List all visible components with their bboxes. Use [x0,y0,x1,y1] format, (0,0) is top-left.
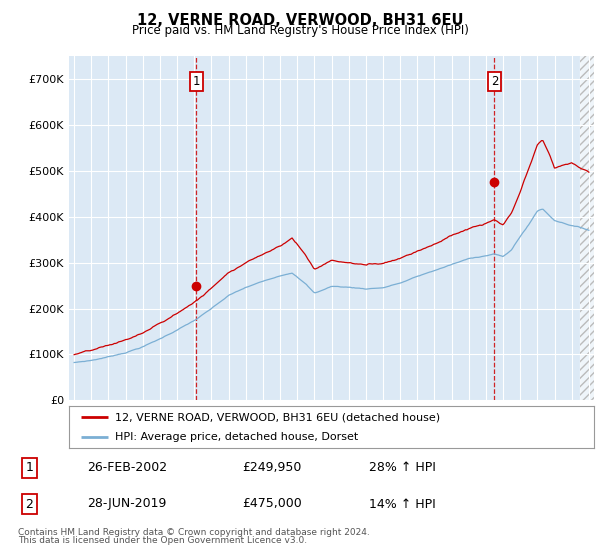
Bar [580,56,594,400]
Text: HPI: Average price, detached house, Dorset: HPI: Average price, detached house, Dors… [115,432,358,442]
Text: 2: 2 [491,74,498,88]
Text: £475,000: £475,000 [242,497,302,511]
Text: This data is licensed under the Open Government Licence v3.0.: This data is licensed under the Open Gov… [18,536,307,545]
Text: 1: 1 [193,74,200,88]
Text: 28-JUN-2019: 28-JUN-2019 [87,497,166,511]
Text: £249,950: £249,950 [242,461,302,474]
Text: 14% ↑ HPI: 14% ↑ HPI [369,497,436,511]
Bar [580,56,594,400]
Text: 1: 1 [25,461,33,474]
Text: 12, VERNE ROAD, VERWOOD, BH31 6EU (detached house): 12, VERNE ROAD, VERWOOD, BH31 6EU (detac… [115,412,440,422]
Text: 12, VERNE ROAD, VERWOOD, BH31 6EU: 12, VERNE ROAD, VERWOOD, BH31 6EU [137,13,463,28]
Text: Contains HM Land Registry data © Crown copyright and database right 2024.: Contains HM Land Registry data © Crown c… [18,528,370,536]
Text: 26-FEB-2002: 26-FEB-2002 [87,461,167,474]
Text: 2: 2 [25,497,33,511]
Text: 28% ↑ HPI: 28% ↑ HPI [369,461,436,474]
Text: Price paid vs. HM Land Registry's House Price Index (HPI): Price paid vs. HM Land Registry's House … [131,24,469,36]
